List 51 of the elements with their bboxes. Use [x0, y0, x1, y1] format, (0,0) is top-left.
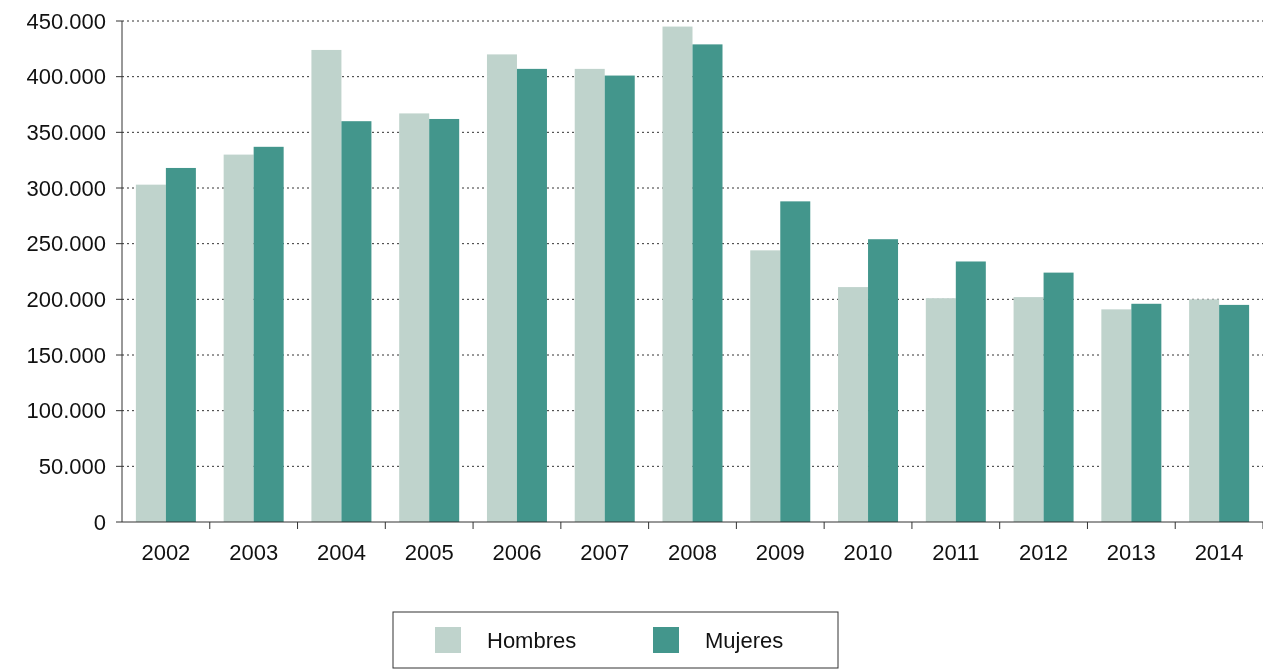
x-tick-label: 2011	[932, 540, 980, 565]
y-tick-label: 300.000	[26, 175, 106, 201]
legend-label: Mujeres	[705, 627, 784, 653]
bar	[1131, 303, 1162, 522]
bar	[868, 239, 899, 522]
bar	[311, 49, 342, 522]
bar	[1219, 304, 1250, 522]
bar	[925, 298, 956, 522]
x-tick-label: 2009	[755, 540, 805, 565]
bar	[516, 68, 547, 522]
x-tick-label: 2003	[229, 540, 279, 565]
y-tick-label: 450.000	[26, 8, 106, 34]
y-tick-label: 400.000	[26, 64, 106, 90]
x-tick-label: 2006	[492, 540, 542, 565]
y-tick-label: 350.000	[26, 120, 106, 146]
y-tick-label: 100.000	[26, 398, 106, 424]
x-tick-label: 2013	[1106, 540, 1156, 565]
bar	[223, 154, 254, 522]
x-tick-label: 2012	[1019, 540, 1069, 565]
bar	[165, 167, 196, 522]
y-tick-label: 0	[93, 509, 106, 535]
bar	[1101, 309, 1132, 522]
bar	[662, 26, 693, 522]
x-tick-label: 2004	[316, 540, 366, 565]
y-tick-label: 250.000	[26, 231, 106, 257]
y-tick-label: 50.000	[38, 454, 106, 480]
bar	[429, 118, 460, 522]
x-tick-label: 2008	[668, 540, 717, 565]
bar	[399, 113, 430, 522]
x-tick-label: 2002	[141, 540, 191, 565]
bar	[574, 68, 605, 522]
y-tick-label: 200.000	[26, 287, 106, 313]
bar	[1189, 299, 1220, 522]
bar	[135, 184, 166, 522]
x-tick-label: 2005	[404, 540, 454, 565]
x-tick-label: 2007	[580, 540, 630, 565]
bar	[692, 44, 723, 522]
x-tick-label: 2014	[1194, 540, 1244, 565]
x-tick-label: 2010	[843, 540, 893, 565]
y-tick-label: 150.000	[26, 342, 106, 368]
bar	[604, 75, 635, 522]
bar	[838, 287, 869, 522]
bar	[955, 261, 986, 522]
bar	[341, 121, 372, 522]
bar	[750, 250, 781, 522]
bar	[1043, 272, 1074, 522]
bar	[1013, 297, 1044, 522]
bar	[486, 54, 517, 522]
bar	[253, 146, 284, 522]
bar	[780, 201, 811, 522]
legend-label: Hombres	[487, 627, 577, 653]
